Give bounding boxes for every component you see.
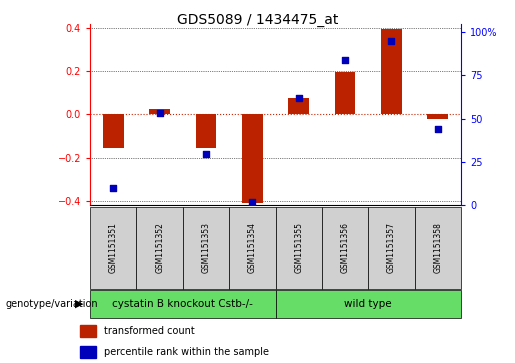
Point bbox=[341, 57, 349, 63]
FancyBboxPatch shape bbox=[90, 207, 136, 289]
FancyBboxPatch shape bbox=[322, 207, 368, 289]
Point bbox=[295, 95, 303, 101]
Bar bbox=[80, 346, 96, 358]
Bar bbox=[196, 114, 216, 148]
FancyBboxPatch shape bbox=[276, 207, 322, 289]
Point bbox=[109, 185, 117, 191]
Text: transformed count: transformed count bbox=[104, 326, 195, 336]
FancyBboxPatch shape bbox=[183, 207, 229, 289]
FancyBboxPatch shape bbox=[368, 207, 415, 289]
Text: GSM1151353: GSM1151353 bbox=[201, 222, 211, 273]
Point bbox=[248, 199, 256, 204]
Bar bbox=[80, 325, 96, 337]
FancyBboxPatch shape bbox=[276, 290, 461, 318]
Point bbox=[434, 126, 442, 132]
FancyBboxPatch shape bbox=[136, 207, 183, 289]
Bar bbox=[427, 114, 448, 119]
Bar bbox=[242, 114, 263, 203]
Text: GSM1151352: GSM1151352 bbox=[155, 222, 164, 273]
Text: GDS5089 / 1434475_at: GDS5089 / 1434475_at bbox=[177, 13, 338, 27]
Bar bbox=[149, 109, 170, 114]
Text: GSM1151358: GSM1151358 bbox=[433, 222, 442, 273]
Text: ▶: ▶ bbox=[75, 299, 83, 309]
Text: genotype/variation: genotype/variation bbox=[5, 299, 98, 309]
Bar bbox=[103, 114, 124, 148]
Text: GSM1151351: GSM1151351 bbox=[109, 222, 118, 273]
Point bbox=[156, 110, 164, 115]
FancyBboxPatch shape bbox=[90, 290, 276, 318]
Text: GSM1151355: GSM1151355 bbox=[294, 222, 303, 273]
Bar bbox=[288, 98, 309, 114]
Bar bbox=[335, 72, 355, 114]
Text: GSM1151357: GSM1151357 bbox=[387, 222, 396, 273]
Point bbox=[202, 151, 210, 157]
Text: wild type: wild type bbox=[345, 299, 392, 309]
FancyBboxPatch shape bbox=[229, 207, 276, 289]
Point bbox=[387, 38, 396, 44]
Text: GSM1151354: GSM1151354 bbox=[248, 222, 257, 273]
Bar bbox=[381, 29, 402, 114]
Text: cystatin B knockout Cstb-/-: cystatin B knockout Cstb-/- bbox=[112, 299, 253, 309]
Text: GSM1151356: GSM1151356 bbox=[340, 222, 350, 273]
FancyBboxPatch shape bbox=[415, 207, 461, 289]
Text: percentile rank within the sample: percentile rank within the sample bbox=[104, 347, 269, 357]
